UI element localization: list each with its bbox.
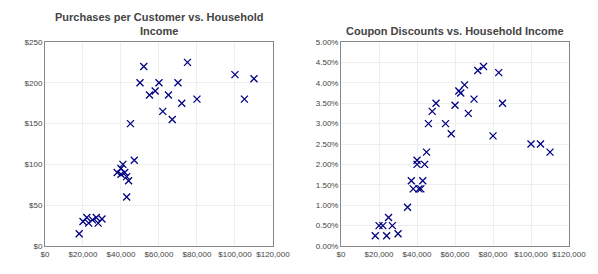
svg-text:$60,000: $60,000 <box>145 250 174 259</box>
svg-text:$0: $0 <box>41 250 50 259</box>
svg-text:$100,000: $100,000 <box>514 250 548 259</box>
svg-text:0.50%: 0.50% <box>316 221 339 230</box>
svg-text:$250: $250 <box>25 38 43 47</box>
svg-text:3.50%: 3.50% <box>316 99 339 108</box>
svg-text:$60,000: $60,000 <box>441 250 470 259</box>
svg-text:$100,000: $100,000 <box>218 250 252 259</box>
svg-text:$200: $200 <box>25 79 43 88</box>
svg-text:4.50%: 4.50% <box>316 58 339 67</box>
svg-text:$50: $50 <box>29 201 43 210</box>
svg-text:Purchases per Customer vs. Hou: Purchases per Customer vs. HouseholdInco… <box>55 11 263 37</box>
svg-text:$0: $0 <box>33 242 42 251</box>
svg-text:$80,000: $80,000 <box>479 250 508 259</box>
svg-text:Coupon Discounts vs. Household: Coupon Discounts vs. Household Income <box>346 25 564 37</box>
svg-text:$120,000: $120,000 <box>552 250 586 259</box>
svg-text:$150: $150 <box>25 119 43 128</box>
svg-text:$100: $100 <box>25 160 43 169</box>
svg-text:$20,000: $20,000 <box>69 250 98 259</box>
svg-text:3.00%: 3.00% <box>316 119 339 128</box>
svg-text:$80,000: $80,000 <box>182 250 211 259</box>
svg-text:2.50%: 2.50% <box>316 140 339 149</box>
svg-text:$0: $0 <box>337 250 346 259</box>
svg-text:$40,000: $40,000 <box>403 250 432 259</box>
svg-text:5.00%: 5.00% <box>316 38 339 47</box>
svg-text:2.00%: 2.00% <box>316 160 339 169</box>
svg-text:4.00%: 4.00% <box>316 79 339 88</box>
svg-text:$20,000: $20,000 <box>365 250 394 259</box>
svg-text:$120,000: $120,000 <box>256 250 290 259</box>
svg-text:0.00%: 0.00% <box>316 242 339 251</box>
svg-text:$40,000: $40,000 <box>107 250 136 259</box>
svg-text:1.50%: 1.50% <box>316 181 339 190</box>
svg-text:1.00%: 1.00% <box>316 201 339 210</box>
